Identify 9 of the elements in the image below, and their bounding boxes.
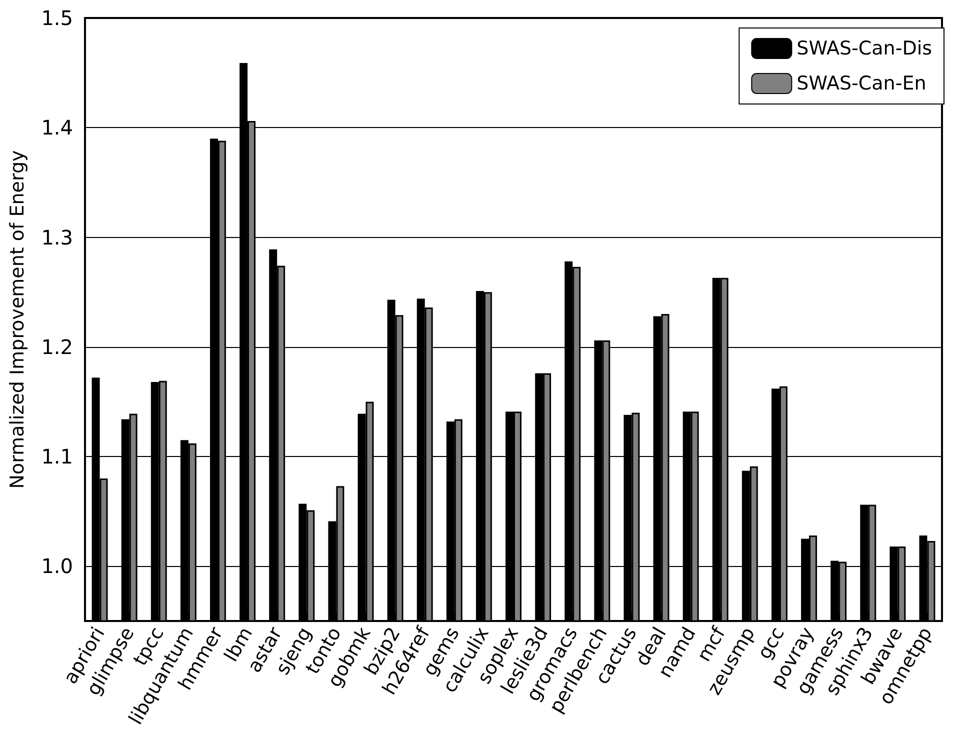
y-tick-label: 1.0 (41, 554, 73, 578)
legend-label: SWAS-Can-En (796, 72, 926, 94)
y-axis-title: Normalized Improvement of Energy (6, 150, 28, 489)
y-tick-label: 1.5 (41, 6, 73, 30)
y-tick-label: 1.3 (41, 225, 73, 250)
y-tick-label: 1.4 (41, 116, 73, 140)
y-tick-label: 1.1 (41, 444, 73, 469)
legend-label: SWAS-Can-Dis (796, 38, 932, 60)
y-tick-label: 1.2 (41, 334, 73, 359)
